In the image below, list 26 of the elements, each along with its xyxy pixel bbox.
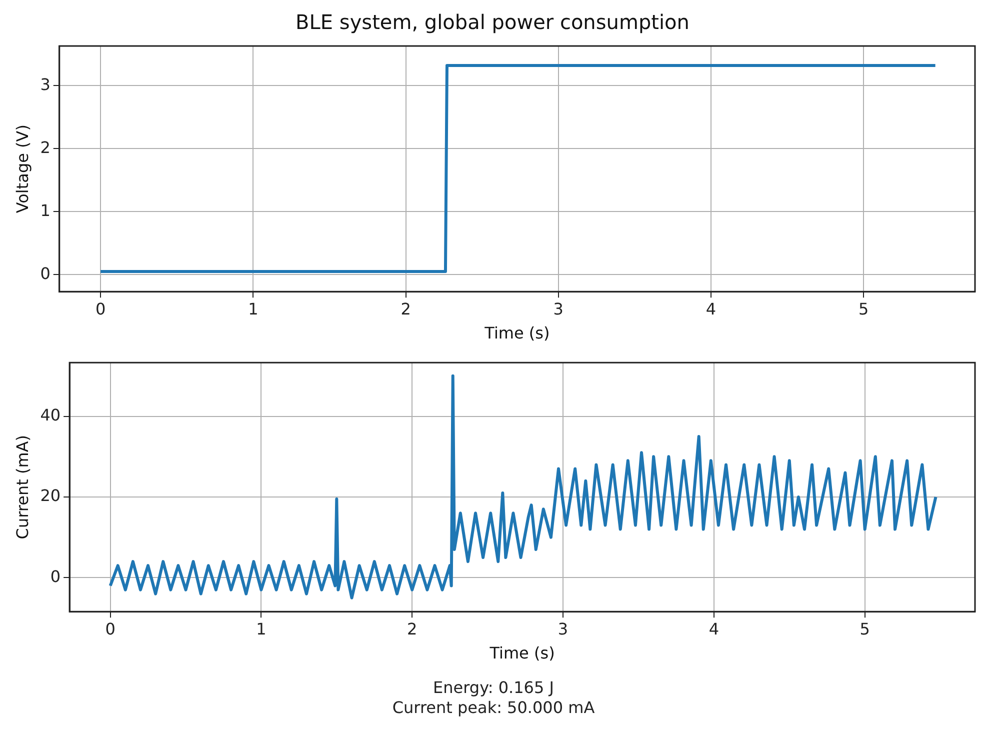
x-tick-label: 0 xyxy=(95,299,106,318)
x-tick-label: 0 xyxy=(105,619,116,638)
x-tick-label: 5 xyxy=(860,619,870,638)
x-tick-label: 2 xyxy=(400,299,411,318)
y-axis-title: Current (mA) xyxy=(12,435,32,540)
text: Current peak: 50.000 mA xyxy=(391,698,596,718)
y-tick-label: 2 xyxy=(40,138,50,157)
y-tick-label: 0 xyxy=(40,264,50,283)
chart-title: BLE system, global power consumption xyxy=(296,10,690,34)
x-tick-label: 4 xyxy=(706,299,716,318)
x-tick-label: 4 xyxy=(708,619,720,638)
y-tick-label: 3 xyxy=(40,74,50,94)
x-tick-label: 3 xyxy=(553,299,564,318)
y-tick-label: 0 xyxy=(50,566,61,586)
x-axis-title: Time (s) xyxy=(484,324,550,343)
x-tick-label: 1 xyxy=(248,299,258,318)
x-tick-label: 2 xyxy=(407,619,418,638)
x-tick-label: 3 xyxy=(558,619,568,638)
y-tick-label: 1 xyxy=(40,200,50,220)
y-tick-label: 20 xyxy=(40,486,61,506)
y-tick-label: 40 xyxy=(40,405,61,424)
x-tick-label: 1 xyxy=(256,619,266,638)
x-tick-label: 5 xyxy=(858,299,869,318)
text: Energy: 0.165 J xyxy=(432,678,555,698)
x-axis-title: Time (s) xyxy=(488,644,555,663)
y-axis-title: Voltage (V) xyxy=(12,124,32,214)
